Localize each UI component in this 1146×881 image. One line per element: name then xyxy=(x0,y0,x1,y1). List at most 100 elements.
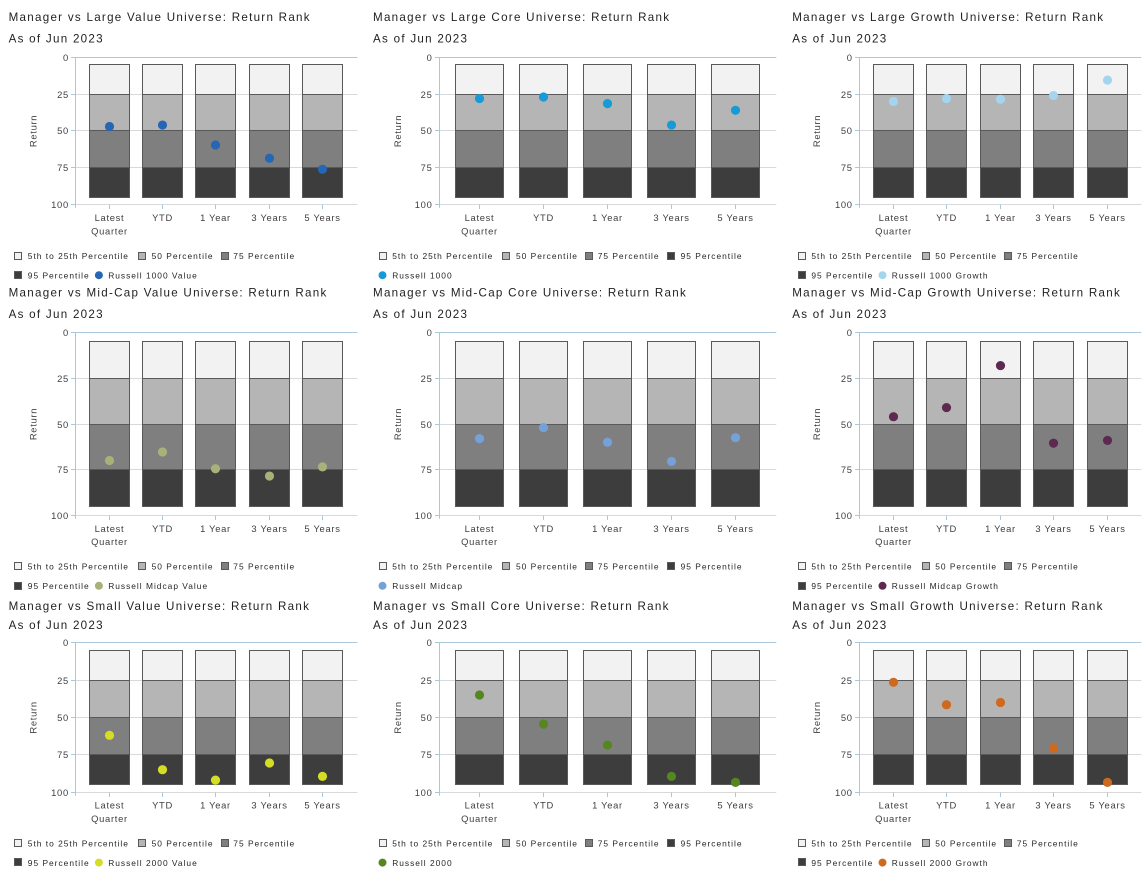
svg-text:1 Year: 1 Year xyxy=(200,523,231,534)
svg-text:Return: Return xyxy=(392,115,403,147)
svg-text:1 Year: 1 Year xyxy=(200,800,231,811)
svg-text:As of Jun 2023: As of Jun 2023 xyxy=(373,619,468,632)
svg-text:YTD: YTD xyxy=(152,212,173,223)
svg-text:50 Percentile: 50 Percentile xyxy=(152,839,214,849)
svg-text:Russell 2000 Value: Russell 2000 Value xyxy=(108,858,198,868)
svg-text:5 Years: 5 Years xyxy=(717,523,753,534)
svg-text:1 Year: 1 Year xyxy=(985,212,1016,223)
svg-text:100: 100 xyxy=(415,199,433,210)
svg-text:5th to 25th Percentile: 5th to 25th Percentile xyxy=(811,251,912,261)
svg-text:As of Jun 2023: As of Jun 2023 xyxy=(373,308,468,321)
svg-text:As of Jun 2023: As of Jun 2023 xyxy=(9,308,104,321)
svg-text:0: 0 xyxy=(847,637,853,648)
svg-text:Latest: Latest xyxy=(465,523,495,534)
svg-text:75: 75 xyxy=(57,162,69,173)
svg-text:0: 0 xyxy=(427,327,433,338)
svg-text:95 Percentile: 95 Percentile xyxy=(811,581,873,591)
svg-text:1 Year: 1 Year xyxy=(200,212,231,223)
svg-text:75 Percentile: 75 Percentile xyxy=(598,562,660,572)
svg-text:50 Percentile: 50 Percentile xyxy=(516,839,578,849)
svg-text:25: 25 xyxy=(421,89,433,100)
svg-text:Return: Return xyxy=(811,115,822,147)
svg-text:YTD: YTD xyxy=(936,212,957,223)
svg-text:As of Jun 2023: As of Jun 2023 xyxy=(792,308,887,321)
svg-text:5th to 25th Percentile: 5th to 25th Percentile xyxy=(392,251,493,261)
svg-text:1 Year: 1 Year xyxy=(985,523,1016,534)
svg-text:75 Percentile: 75 Percentile xyxy=(233,562,295,572)
svg-text:50: 50 xyxy=(421,125,433,136)
svg-text:3 Years: 3 Years xyxy=(653,212,689,223)
svg-text:Russell 1000: Russell 1000 xyxy=(392,270,452,280)
svg-text:Manager vs Mid-Cap Growth Univ: Manager vs Mid-Cap Growth Universe: Retu… xyxy=(792,287,1121,300)
svg-text:5th to 25th Percentile: 5th to 25th Percentile xyxy=(811,562,912,572)
svg-text:50 Percentile: 50 Percentile xyxy=(935,251,997,261)
svg-text:3 Years: 3 Years xyxy=(1035,212,1071,223)
svg-text:As of Jun 2023: As of Jun 2023 xyxy=(9,619,104,632)
svg-text:Return: Return xyxy=(811,701,822,733)
svg-text:25: 25 xyxy=(57,89,69,100)
svg-text:75: 75 xyxy=(421,464,433,475)
svg-text:Manager vs Small Value Univers: Manager vs Small Value Universe: Return … xyxy=(9,600,311,613)
svg-text:5 Years: 5 Years xyxy=(304,523,340,534)
svg-text:75 Percentile: 75 Percentile xyxy=(598,251,660,261)
svg-text:100: 100 xyxy=(415,787,433,798)
svg-text:As of Jun 2023: As of Jun 2023 xyxy=(792,32,887,45)
svg-text:5 Years: 5 Years xyxy=(1089,523,1125,534)
svg-text:5th to 25th Percentile: 5th to 25th Percentile xyxy=(392,839,493,849)
svg-text:5 Years: 5 Years xyxy=(1089,800,1125,811)
svg-text:Russell Midcap Growth: Russell Midcap Growth xyxy=(892,581,999,591)
svg-text:50 Percentile: 50 Percentile xyxy=(516,251,578,261)
svg-text:5th to 25th Percentile: 5th to 25th Percentile xyxy=(811,839,912,849)
svg-text:YTD: YTD xyxy=(936,523,957,534)
svg-text:5 Years: 5 Years xyxy=(1089,212,1125,223)
svg-text:95 Percentile: 95 Percentile xyxy=(681,251,743,261)
svg-text:95 Percentile: 95 Percentile xyxy=(681,562,743,572)
svg-text:25: 25 xyxy=(57,675,69,686)
svg-text:75: 75 xyxy=(57,464,69,475)
svg-text:75 Percentile: 75 Percentile xyxy=(233,251,295,261)
svg-text:50: 50 xyxy=(421,419,433,430)
svg-text:100: 100 xyxy=(51,510,69,521)
svg-text:Manager vs Small Growth Univer: Manager vs Small Growth Universe: Return… xyxy=(792,600,1103,613)
svg-text:100: 100 xyxy=(415,510,433,521)
svg-text:As of Jun 2023: As of Jun 2023 xyxy=(792,619,887,632)
svg-text:5th to 25th Percentile: 5th to 25th Percentile xyxy=(28,251,129,261)
svg-text:Return: Return xyxy=(392,408,403,440)
svg-text:Return: Return xyxy=(28,408,39,440)
svg-text:25: 25 xyxy=(421,373,433,384)
svg-text:75: 75 xyxy=(841,464,853,475)
svg-text:0: 0 xyxy=(63,52,69,63)
svg-text:Quarter: Quarter xyxy=(461,813,498,824)
svg-text:YTD: YTD xyxy=(533,800,554,811)
svg-text:3 Years: 3 Years xyxy=(251,800,287,811)
svg-text:Latest: Latest xyxy=(95,212,125,223)
svg-text:50: 50 xyxy=(841,419,853,430)
svg-text:3 Years: 3 Years xyxy=(653,523,689,534)
svg-text:Quarter: Quarter xyxy=(875,813,912,824)
svg-text:25: 25 xyxy=(841,89,853,100)
svg-text:Latest: Latest xyxy=(879,212,909,223)
svg-text:50: 50 xyxy=(57,419,69,430)
svg-text:Manager vs Small Core Universe: Manager vs Small Core Universe: Return R… xyxy=(373,600,670,613)
svg-text:3 Years: 3 Years xyxy=(1035,800,1071,811)
svg-text:3 Years: 3 Years xyxy=(251,523,287,534)
svg-text:Quarter: Quarter xyxy=(461,226,498,237)
svg-text:75 Percentile: 75 Percentile xyxy=(1017,562,1079,572)
svg-text:5 Years: 5 Years xyxy=(304,800,340,811)
svg-text:5th to 25th Percentile: 5th to 25th Percentile xyxy=(28,839,129,849)
svg-text:100: 100 xyxy=(51,199,69,210)
svg-text:75: 75 xyxy=(421,749,433,760)
svg-text:75 Percentile: 75 Percentile xyxy=(233,839,295,849)
svg-text:Latest: Latest xyxy=(95,800,125,811)
svg-text:50: 50 xyxy=(841,125,853,136)
svg-text:YTD: YTD xyxy=(533,212,554,223)
svg-text:YTD: YTD xyxy=(936,800,957,811)
svg-text:50 Percentile: 50 Percentile xyxy=(152,562,214,572)
svg-text:1 Year: 1 Year xyxy=(592,800,623,811)
svg-text:5 Years: 5 Years xyxy=(717,212,753,223)
svg-text:Quarter: Quarter xyxy=(91,813,128,824)
svg-text:95 Percentile: 95 Percentile xyxy=(811,858,873,868)
svg-text:95 Percentile: 95 Percentile xyxy=(28,858,90,868)
svg-text:Russell 2000: Russell 2000 xyxy=(392,858,452,868)
svg-text:Return: Return xyxy=(392,701,403,733)
